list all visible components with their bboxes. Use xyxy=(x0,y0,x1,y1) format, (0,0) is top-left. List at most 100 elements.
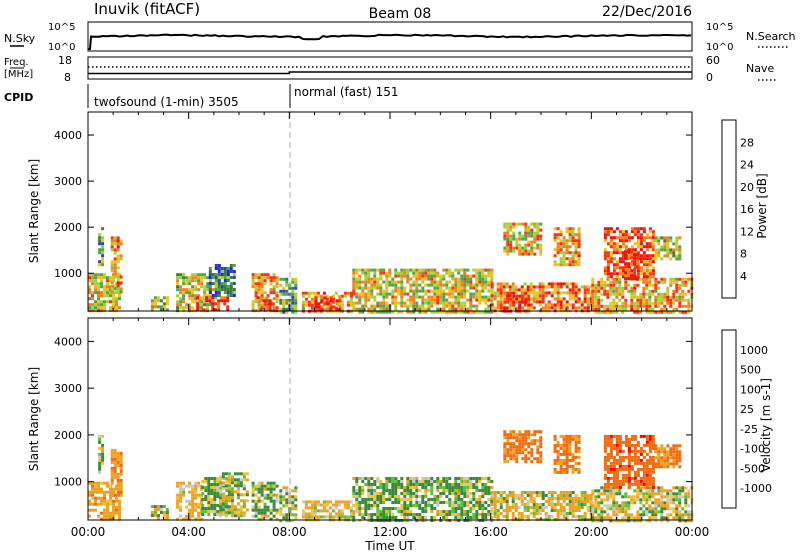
power-echo-cell xyxy=(484,283,488,287)
power-echo-cell xyxy=(565,306,569,310)
velocity-echo-cell xyxy=(591,489,595,493)
power-echo-cell xyxy=(460,268,464,272)
velocity-echo-cell xyxy=(239,472,243,476)
power-echo-cell xyxy=(275,282,279,286)
power-echo-cell xyxy=(524,234,528,238)
power-echo-cell xyxy=(514,291,518,295)
power-echo-cell xyxy=(211,296,215,300)
velocity-echo-cell xyxy=(606,467,610,471)
power-echo-cell xyxy=(463,277,467,281)
power-echo-cell xyxy=(678,277,682,281)
power-echo-cell xyxy=(412,307,416,311)
velocity-echo-cell xyxy=(207,486,211,489)
velocity-echo-cell xyxy=(666,462,670,466)
velocity-echo-cell xyxy=(113,451,117,455)
velocity-echo-cell xyxy=(657,510,661,514)
velocity-echo-cell xyxy=(612,501,616,505)
power-echo-cell xyxy=(412,280,416,284)
velocity-echo-cell xyxy=(182,493,186,497)
velocity-echo-cell xyxy=(597,492,601,496)
power-echo-cell xyxy=(254,294,258,298)
velocity-echo-cell xyxy=(636,467,640,471)
velocity-echo-cell xyxy=(606,479,610,483)
power-echo-cell xyxy=(651,233,655,237)
velocity-echo-cell xyxy=(675,504,679,508)
velocity-echo-cell xyxy=(207,504,211,507)
velocity-echo-cell xyxy=(272,508,276,512)
power-echo-cell xyxy=(331,294,335,298)
velocity-echo-cell xyxy=(373,480,377,483)
power-echo-cell xyxy=(445,280,449,284)
velocity-echo-cell xyxy=(239,493,243,497)
velocity-echo-cell xyxy=(509,442,513,446)
power-echo-cell xyxy=(533,234,537,238)
power-echo-cell xyxy=(472,295,476,299)
velocity-echo-cell xyxy=(556,455,560,459)
power-echo-cell xyxy=(165,302,169,306)
velocity-echo-cell xyxy=(406,480,410,483)
power-echo-cell xyxy=(400,301,404,305)
power-echo-cell xyxy=(194,279,198,283)
power-echo-cell xyxy=(571,303,575,307)
power-echo-cell xyxy=(379,286,383,290)
power-echo-cell xyxy=(217,282,221,285)
power-echo-cell xyxy=(580,300,584,304)
power-echo-cell xyxy=(559,248,563,252)
power-echo-cell xyxy=(385,277,389,281)
power-echo-cell xyxy=(515,246,519,250)
velocity-echo-cell xyxy=(506,460,510,464)
velocity-echo-cell xyxy=(218,481,222,485)
velocity-echo-cell xyxy=(382,498,386,501)
velocity-echo-cell xyxy=(285,486,289,490)
velocity-echo-cell xyxy=(524,436,528,440)
velocity-echo-cell xyxy=(355,510,359,513)
power-echo-cell xyxy=(654,283,658,287)
power-echo-cell xyxy=(217,299,221,303)
velocity-echo-cell xyxy=(460,480,464,483)
power-echo-cell xyxy=(475,295,479,299)
power-echo-cell xyxy=(603,310,607,314)
power-echo-cell xyxy=(624,304,628,308)
velocity-echo-cell xyxy=(505,515,509,518)
velocity-echo-cell xyxy=(630,467,634,471)
power-echo-cell xyxy=(272,273,276,277)
velocity-echo-cell xyxy=(370,507,374,510)
velocity-echo-cell xyxy=(499,503,503,506)
velocity-echo-cell xyxy=(233,481,237,485)
velocity-echo-cell xyxy=(633,461,637,465)
velocity-echo-cell xyxy=(294,489,298,493)
power-echo-cell xyxy=(436,301,440,305)
velocity-echo-cell xyxy=(242,511,246,515)
velocity-echo-cell xyxy=(257,517,261,521)
velocity-echo-cell xyxy=(115,511,118,515)
velocity-echo-cell xyxy=(213,501,217,504)
velocity-echo-cell xyxy=(204,495,208,498)
velocity-echo-cell xyxy=(484,492,488,495)
velocity-echo-cell xyxy=(427,498,431,501)
power-echo-cell xyxy=(571,285,575,289)
power-echo-cell xyxy=(317,302,321,306)
velocity-echo-cell xyxy=(594,516,598,520)
power-echo-cell xyxy=(116,290,120,294)
power-echo-cell xyxy=(633,256,637,260)
velocity-echo-cell xyxy=(509,451,513,455)
power-echo-cell xyxy=(150,308,154,312)
power-echo-cell xyxy=(666,310,670,314)
power-echo-cell xyxy=(669,280,673,284)
power-echo-cell xyxy=(466,268,470,272)
power-echo-cell xyxy=(639,236,643,240)
power-echo-cell xyxy=(669,298,673,302)
velocity-echo-cell xyxy=(457,516,461,519)
power-echo-cell xyxy=(232,291,236,294)
velocity-echo-cell xyxy=(400,492,404,495)
power-echo-cell xyxy=(657,298,661,302)
power-echo-cell xyxy=(591,292,595,296)
power-echo-cell xyxy=(191,285,195,289)
power-echo-cell xyxy=(361,307,365,311)
velocity-echo-cell xyxy=(433,507,437,510)
velocity-echo-cell xyxy=(119,487,123,491)
velocity-echo-cell xyxy=(553,503,557,506)
power-echo-cell xyxy=(600,283,604,287)
power-echo-cell xyxy=(609,254,613,258)
velocity-echo-cell xyxy=(627,495,631,499)
